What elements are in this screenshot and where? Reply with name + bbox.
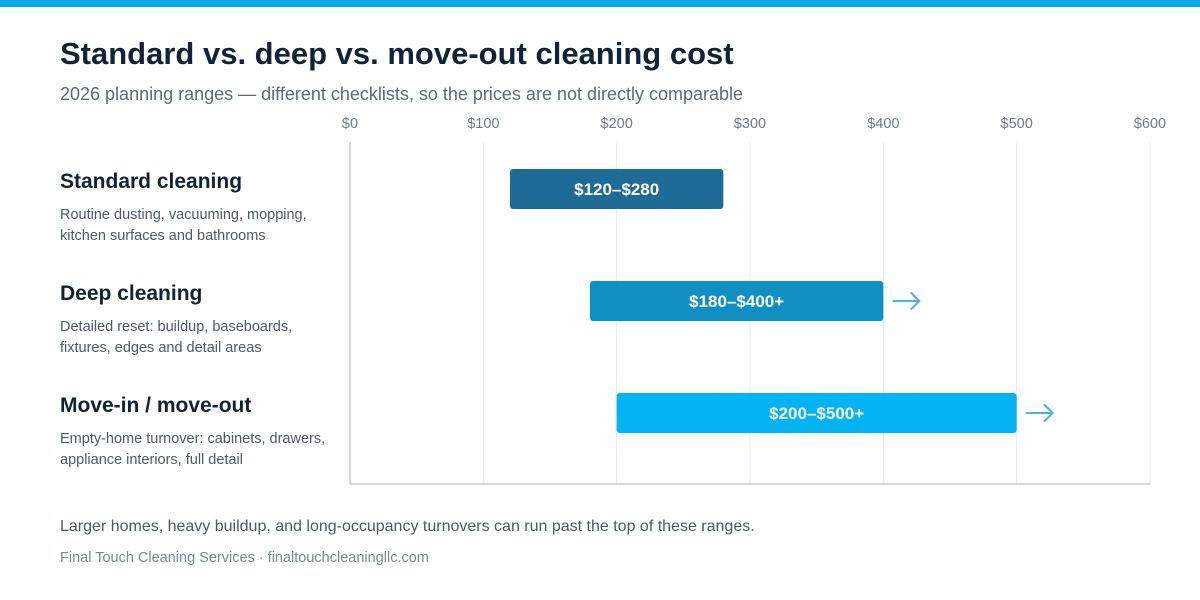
range-bar-label: $120–$280 xyxy=(574,180,659,199)
x-tick-label: $0 xyxy=(342,116,358,132)
x-tick-label: $600 xyxy=(1134,116,1166,132)
row-label-move: Move-in / move-out xyxy=(60,394,252,417)
chart-subtitle: 2026 planning ranges — different checkli… xyxy=(60,84,744,104)
row-label-deep: Deep cleaning xyxy=(60,282,203,305)
row-label-standard: Standard cleaning xyxy=(60,170,243,193)
range-bar xyxy=(510,169,724,209)
x-tick-label: $400 xyxy=(867,116,899,132)
row-desc-move: Empty-home turnover: cabinets, drawers, … xyxy=(60,431,326,468)
range-bar-label: $180–$400+ xyxy=(689,292,784,311)
row-desc-standard: Routine dusting, vacuuming, mopping, kit… xyxy=(60,207,307,244)
footnote: Larger homes, heavy buildup, and long-oc… xyxy=(60,518,755,535)
top-accent-bar xyxy=(0,0,1200,7)
chart-title: Standard vs. deep vs. move-out cleaning … xyxy=(60,36,734,71)
range-bar-label: $200–$500+ xyxy=(769,404,864,423)
x-tick-label: $300 xyxy=(734,116,766,132)
x-tick-label: $200 xyxy=(601,116,633,132)
x-tick-label: $500 xyxy=(1001,116,1033,132)
x-tick-label: $100 xyxy=(467,116,499,132)
range-bar xyxy=(590,281,884,321)
range-bar xyxy=(616,393,1017,433)
open-ended-arrow-icon xyxy=(1025,404,1054,422)
row-desc-deep: Detailed reset: buildup, baseboards, fix… xyxy=(60,319,293,356)
source-credit: Final Touch Cleaning Services · finaltou… xyxy=(60,550,429,566)
open-ended-arrow-icon xyxy=(892,292,921,310)
